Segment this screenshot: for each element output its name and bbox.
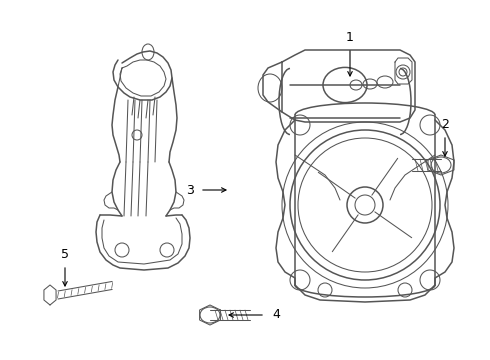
Text: 3: 3	[186, 184, 194, 197]
Text: 5: 5	[61, 248, 69, 261]
Text: 2: 2	[441, 118, 449, 131]
Text: 1: 1	[346, 31, 354, 44]
Text: 4: 4	[272, 309, 280, 321]
